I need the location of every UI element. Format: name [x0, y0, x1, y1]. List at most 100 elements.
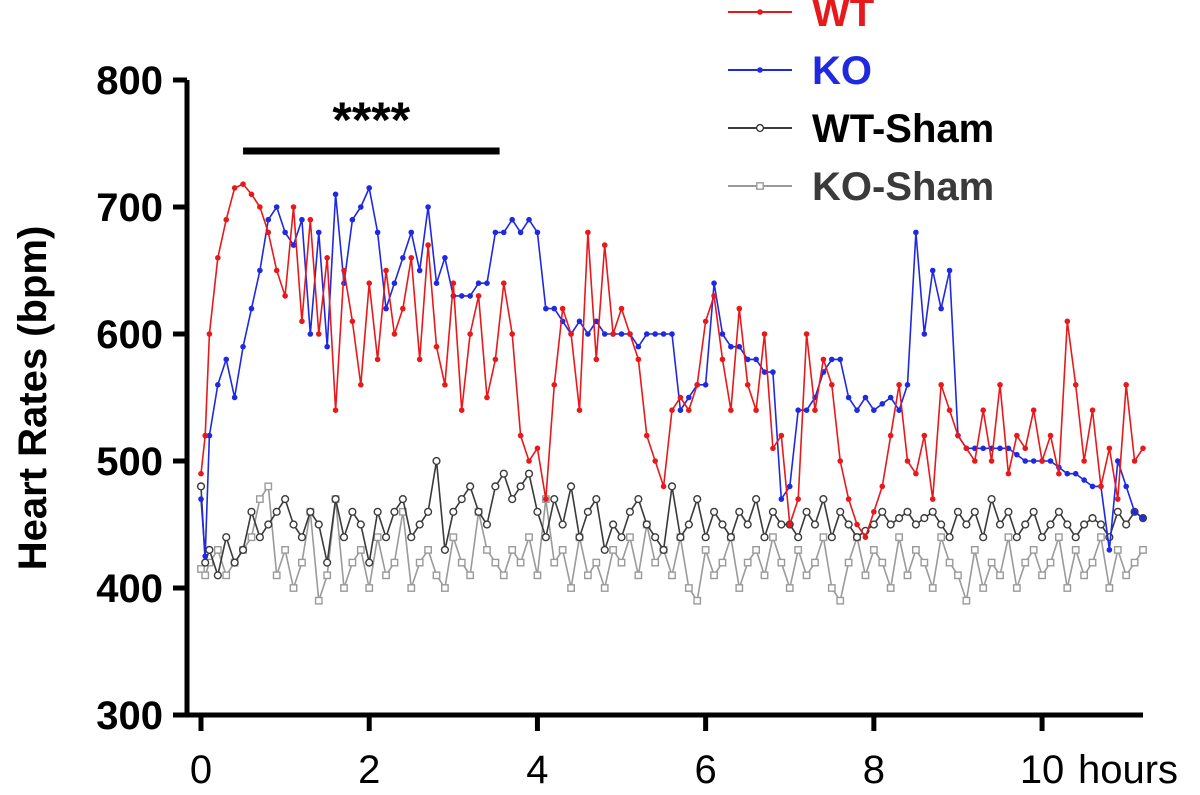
- data-point-ko-sham: [794, 546, 803, 554]
- data-point-wt-sham: [1054, 507, 1063, 516]
- legend-label: WT: [812, 0, 874, 35]
- data-point-wt: [248, 191, 255, 198]
- data-point-wt: [315, 331, 322, 337]
- data-point-ko-sham: [449, 533, 458, 542]
- data-point-wt-sham: [634, 495, 643, 504]
- data-point-wt-sham: [852, 533, 862, 542]
- data-point-wt: [879, 483, 886, 490]
- data-point-wt: [770, 445, 776, 452]
- data-point-ko: [854, 407, 860, 414]
- data-point-ko: [543, 305, 549, 312]
- data-point-ko: [500, 229, 507, 236]
- data-point-wt: [643, 432, 650, 439]
- data-point-wt-sham: [474, 507, 483, 516]
- data-point-ko-sham: [1038, 571, 1046, 580]
- data-point-ko: [526, 216, 532, 223]
- legend-swatch-marker: [757, 9, 763, 15]
- data-point-ko-sham: [382, 571, 390, 580]
- data-point-ko-sham: [1139, 546, 1147, 554]
- data-point-wt: [1022, 445, 1029, 452]
- data-point-ko-sham: [954, 571, 962, 580]
- data-point-wt: [862, 534, 869, 540]
- data-point-wt-sham: [390, 507, 399, 516]
- data-point-wt-sham: [306, 507, 315, 516]
- data-point-ko-sham: [819, 533, 828, 542]
- data-point-wt: [585, 229, 591, 236]
- data-point-wt-sham: [566, 482, 576, 491]
- data-point-wt: [416, 356, 423, 363]
- data-point-wt-sham: [230, 558, 239, 567]
- data-point-ko-sham: [903, 571, 912, 580]
- data-point-ko-sham: [861, 571, 870, 580]
- data-point-wt: [929, 496, 936, 502]
- data-point-ko: [433, 280, 440, 287]
- series-wt-sham: [196, 456, 1148, 580]
- data-point-wt: [761, 331, 768, 337]
- data-point-ko-sham: [609, 546, 618, 554]
- data-point-ko-sham: [844, 558, 853, 567]
- data-point-wt-sham: [642, 520, 651, 529]
- data-point-ko-sham: [634, 571, 643, 580]
- data-point-ko: [202, 553, 209, 560]
- data-point-wt-sham: [432, 456, 441, 466]
- data-point-ko-sham: [247, 533, 256, 542]
- data-point-wt: [358, 382, 364, 388]
- data-point-wt: [1064, 318, 1071, 325]
- data-point-wt-sham: [953, 507, 963, 516]
- data-point-ko: [400, 254, 406, 261]
- data-point-ko: [290, 242, 297, 248]
- legend-item-ko: KO: [728, 49, 872, 93]
- data-point-wt-sham: [407, 533, 416, 542]
- x-unit-label: hours: [1078, 748, 1178, 790]
- data-point-ko-sham: [281, 546, 290, 554]
- data-point-ko: [1014, 451, 1020, 458]
- data-point-ko: [1106, 547, 1113, 553]
- data-point-wt-sham: [1004, 507, 1013, 516]
- data-point-wt-sham: [760, 533, 769, 542]
- data-point-ko: [273, 204, 280, 210]
- data-point-wt: [694, 382, 701, 388]
- data-point-wt-sham: [423, 507, 433, 516]
- significance-label: ****: [332, 92, 410, 148]
- data-point-ko: [299, 216, 305, 223]
- data-point-ko-sham: [878, 558, 887, 567]
- data-point-ko-sham: [323, 571, 332, 580]
- data-point-ko-sham: [483, 546, 491, 554]
- x-ticks: 0 2 4 6 8 10: [190, 715, 1064, 792]
- data-point-ko: [711, 280, 717, 287]
- data-point-wt: [938, 382, 944, 388]
- data-point-wt: [728, 407, 734, 414]
- data-point-wt: [231, 185, 238, 191]
- data-point-wt-sham: [937, 520, 946, 529]
- data-point-wt-sham: [777, 520, 786, 529]
- data-point-ko-sham: [701, 546, 710, 554]
- data-point-wt: [1039, 458, 1045, 464]
- series-wt: [198, 181, 1146, 540]
- data-point-ko-sham: [735, 584, 744, 592]
- data-point-wt-sham: [836, 507, 845, 516]
- data-point-wt-sham: [449, 507, 458, 516]
- data-point-wt: [433, 343, 440, 350]
- y-tick-label: 400: [96, 567, 163, 611]
- data-point-wt-sham: [550, 495, 559, 504]
- data-point-wt-sham: [878, 507, 887, 516]
- data-point-wt: [686, 407, 692, 414]
- data-point-ko: [198, 496, 204, 502]
- data-point-ko-sham: [752, 546, 761, 554]
- data-point-ko: [358, 204, 364, 210]
- y-tick-label: 800: [96, 59, 163, 103]
- data-point-wt-sham: [1088, 514, 1097, 523]
- data-point-ko: [946, 267, 953, 274]
- data-point-ko-sham: [743, 558, 752, 567]
- data-point-wt: [1056, 470, 1062, 477]
- data-point-ko: [442, 254, 448, 261]
- data-point-ko-sham: [1105, 584, 1114, 592]
- data-point-wt-sham: [381, 533, 391, 542]
- data-point-ko: [997, 445, 1003, 452]
- data-point-wt: [240, 181, 246, 187]
- y-tick-label: 300: [96, 694, 163, 738]
- data-point-wt: [442, 382, 448, 388]
- data-point-ko-sham: [525, 533, 533, 542]
- y-tick-label: 700: [96, 186, 163, 230]
- data-point-ko: [1064, 470, 1071, 477]
